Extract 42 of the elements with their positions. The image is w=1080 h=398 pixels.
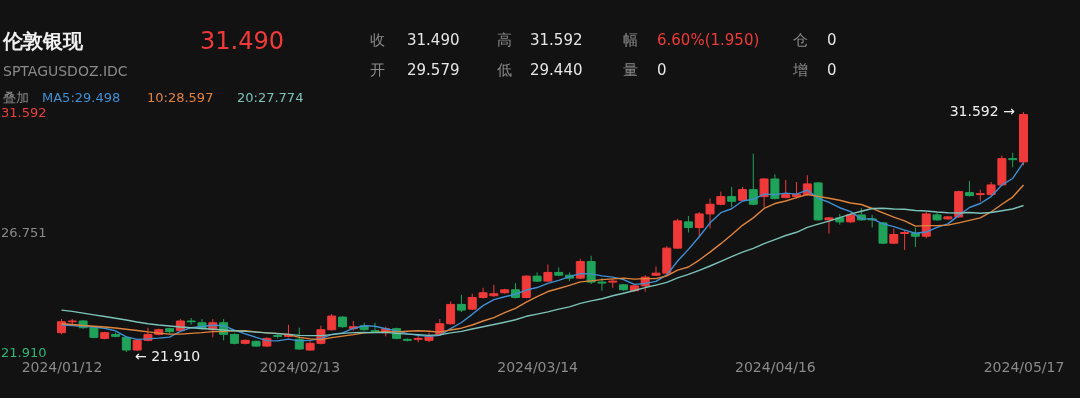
text: 增 [792,61,808,79]
candlestick [824,216,834,235]
candlestick [759,177,769,208]
text: 20:27.774 [237,90,304,105]
text: 6.60%(1.950) [657,31,760,49]
candlestick [781,179,791,200]
chart-subtitle: SPTAGUSDOZ.IDC [3,63,128,79]
text: 0 [827,31,837,49]
candlestick [446,300,456,326]
text: 仓 [793,31,808,49]
x-tick-label: 2024/02/13 [259,358,341,375]
text: 29.440 [530,61,583,79]
candlestick [921,211,931,239]
x-tick-label: 2024/03/14 [497,358,579,375]
text: 31.490 [200,27,284,55]
text: 31.490 [407,31,460,49]
text: 0 [657,61,667,79]
text: 开 [370,61,385,79]
y-tick-label: 31.592 [1,104,47,120]
text: 0 [827,61,837,79]
annotation: ← 21.910 [134,348,201,364]
candlestick [727,186,737,208]
text: 29.579 [407,61,460,79]
candlestick [770,173,780,201]
chart-title: 伦敦银现 [2,29,84,53]
x-tick-label: 2024/04/16 [735,358,816,375]
candlestick [900,230,910,251]
text: 31.592 [530,31,583,49]
x-tick-label: 2024/01/12 [21,358,103,375]
candlestick [370,322,380,334]
text: 10:28.597 [147,90,214,105]
text: 收 [370,31,385,49]
y-tick-label: 26.751 [1,224,47,240]
y-tick-label: 21.910 [1,344,47,360]
text: MA5:29.498 [42,90,121,105]
text: 量 [623,61,638,79]
text: 幅 [623,31,638,49]
annotation: 31.592 → [949,103,1016,119]
x-tick-label: 2024/05/17 [983,358,1065,375]
text: 叠加 [3,90,29,105]
text: 低 [497,61,512,79]
text: 高 [497,31,512,49]
